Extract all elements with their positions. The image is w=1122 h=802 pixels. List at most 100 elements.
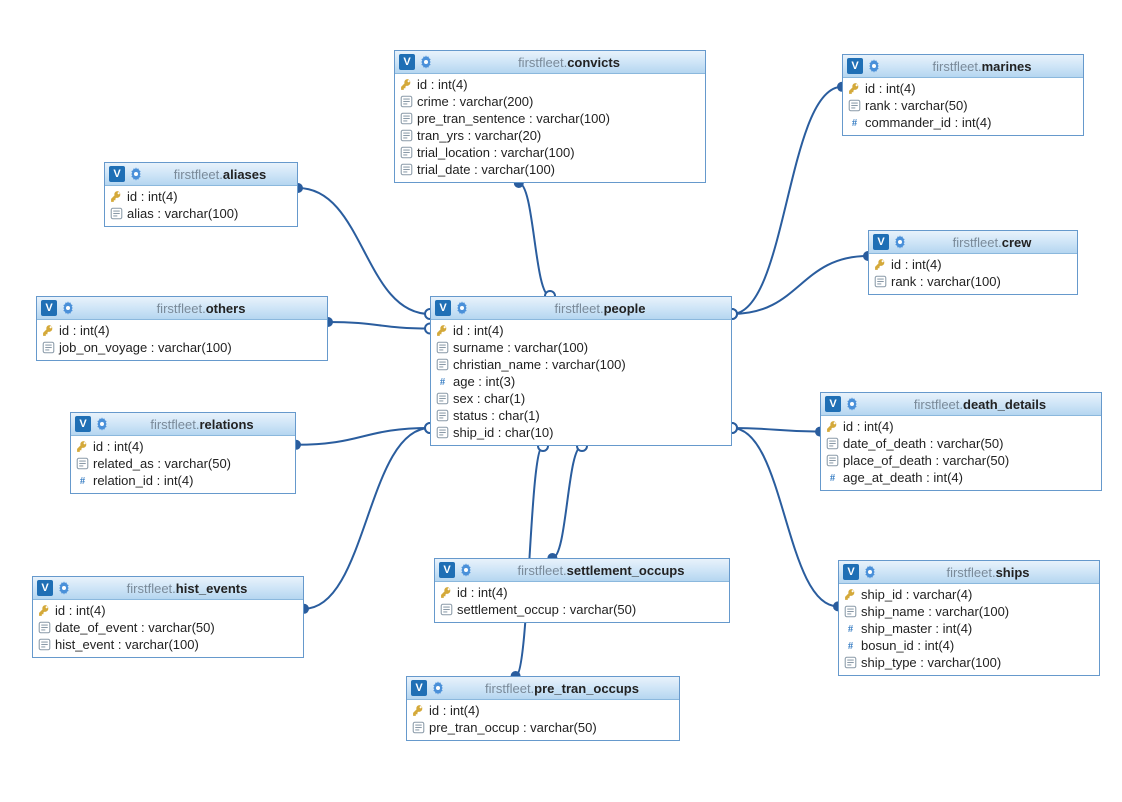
column-row[interactable]: id : int(4): [431, 322, 731, 339]
column-row[interactable]: surname : varchar(100): [431, 339, 731, 356]
column-row[interactable]: sex : char(1): [431, 390, 731, 407]
column-row[interactable]: status : char(1): [431, 407, 731, 424]
column-row[interactable]: trial_date : varchar(100): [395, 161, 705, 178]
entity-header[interactable]: V firstfleet.relations: [71, 413, 295, 436]
entity-settlement_occups[interactable]: V firstfleet.settlement_occups id : int(…: [434, 558, 730, 623]
column-row[interactable]: job_on_voyage : varchar(100): [37, 339, 327, 356]
column-row[interactable]: id : int(4): [435, 584, 729, 601]
entity-header[interactable]: V firstfleet.hist_events: [33, 577, 303, 600]
column-row[interactable]: rank : varchar(100): [869, 273, 1077, 290]
column-row[interactable]: # ship_master : int(4): [839, 620, 1099, 637]
entity-aliases[interactable]: V firstfleet.aliases id : int(4) alias :…: [104, 162, 298, 227]
column-row[interactable]: # commander_id : int(4): [843, 114, 1083, 131]
column-row[interactable]: id : int(4): [37, 322, 327, 339]
column-row[interactable]: id : int(4): [821, 418, 1101, 435]
entity-body: ship_id : varchar(4) ship_name : varchar…: [839, 584, 1099, 675]
column-row[interactable]: id : int(4): [71, 438, 295, 455]
column-row[interactable]: id : int(4): [407, 702, 679, 719]
entity-pre_tran_occups[interactable]: V firstfleet.pre_tran_occups id : int(4)…: [406, 676, 680, 741]
view-badge-icon: V: [109, 166, 125, 182]
column-row[interactable]: date_of_death : varchar(50): [821, 435, 1101, 452]
column-row[interactable]: # relation_id : int(4): [71, 472, 295, 489]
entity-header[interactable]: V firstfleet.crew: [869, 231, 1077, 254]
column-row[interactable]: id : int(4): [869, 256, 1077, 273]
entity-hist_events[interactable]: V firstfleet.hist_events id : int(4) dat…: [32, 576, 304, 658]
entity-body: id : int(4) rank : varchar(100): [869, 254, 1077, 294]
gear-icon[interactable]: [454, 300, 470, 316]
column-row[interactable]: related_as : varchar(50): [71, 455, 295, 472]
column-row[interactable]: id : int(4): [105, 188, 297, 205]
key-icon: [37, 604, 51, 618]
column-row[interactable]: tran_yrs : varchar(20): [395, 127, 705, 144]
column-row[interactable]: pre_tran_sentence : varchar(100): [395, 110, 705, 127]
column-row[interactable]: trial_location : varchar(100): [395, 144, 705, 161]
column-row[interactable]: ship_type : varchar(100): [839, 654, 1099, 671]
entity-header[interactable]: V firstfleet.people: [431, 297, 731, 320]
entity-marines[interactable]: V firstfleet.marines id : int(4) rank : …: [842, 54, 1084, 136]
gear-icon[interactable]: [458, 562, 474, 578]
column-row[interactable]: id : int(4): [843, 80, 1083, 97]
key-icon: [75, 440, 89, 454]
column-label: id : int(4): [891, 257, 942, 272]
column-row[interactable]: pre_tran_occup : varchar(50): [407, 719, 679, 736]
entity-convicts[interactable]: V firstfleet.convicts id : int(4) crime …: [394, 50, 706, 183]
entity-ships[interactable]: V firstfleet.ships ship_id : varchar(4) …: [838, 560, 1100, 676]
column-row[interactable]: id : int(4): [33, 602, 303, 619]
entity-others[interactable]: V firstfleet.others id : int(4) job_on_v…: [36, 296, 328, 361]
entity-header[interactable]: V firstfleet.marines: [843, 55, 1083, 78]
column-row[interactable]: # age : int(3): [431, 373, 731, 390]
column-label: id : int(4): [59, 323, 110, 338]
column-label: id : int(4): [93, 439, 144, 454]
gear-icon[interactable]: [418, 54, 434, 70]
entity-body: id : int(4) pre_tran_occup : varchar(50): [407, 700, 679, 740]
gear-icon[interactable]: [60, 300, 76, 316]
entity-body: id : int(4) settlement_occup : varchar(5…: [435, 582, 729, 622]
entity-body: id : int(4) alias : varchar(100): [105, 186, 297, 226]
column-row[interactable]: alias : varchar(100): [105, 205, 297, 222]
column-row[interactable]: ship_id : varchar(4): [839, 586, 1099, 603]
entity-death_details[interactable]: V firstfleet.death_details id : int(4) d…: [820, 392, 1102, 491]
gear-icon[interactable]: [866, 58, 882, 74]
column-row[interactable]: rank : varchar(50): [843, 97, 1083, 114]
entity-people[interactable]: V firstfleet.people id : int(4) surname …: [430, 296, 732, 446]
entity-body: id : int(4) date_of_event : varchar(50) …: [33, 600, 303, 657]
entity-body: id : int(4) related_as : varchar(50) # r…: [71, 436, 295, 493]
gear-icon[interactable]: [844, 396, 860, 412]
gear-icon[interactable]: [862, 564, 878, 580]
column-row[interactable]: christian_name : varchar(100): [431, 356, 731, 373]
gear-icon[interactable]: [94, 416, 110, 432]
key-icon: [109, 190, 123, 204]
column-label: age : int(3): [453, 374, 515, 389]
entity-header[interactable]: V firstfleet.death_details: [821, 393, 1101, 416]
entity-title: firstfleet.people: [473, 301, 727, 316]
column-row[interactable]: ship_name : varchar(100): [839, 603, 1099, 620]
column-row[interactable]: settlement_occup : varchar(50): [435, 601, 729, 618]
column-row[interactable]: ship_id : char(10): [431, 424, 731, 441]
gear-icon[interactable]: [430, 680, 446, 696]
gear-icon[interactable]: [128, 166, 144, 182]
entity-header[interactable]: V firstfleet.convicts: [395, 51, 705, 74]
entity-header[interactable]: V firstfleet.pre_tran_occups: [407, 677, 679, 700]
column-row[interactable]: id : int(4): [395, 76, 705, 93]
column-label: sex : char(1): [453, 391, 525, 406]
column-row[interactable]: crime : varchar(200): [395, 93, 705, 110]
text-icon: [37, 621, 51, 635]
entity-header[interactable]: V firstfleet.settlement_occups: [435, 559, 729, 582]
column-row[interactable]: date_of_event : varchar(50): [33, 619, 303, 636]
entity-relations[interactable]: V firstfleet.relations id : int(4) relat…: [70, 412, 296, 494]
column-row[interactable]: hist_event : varchar(100): [33, 636, 303, 653]
entity-header[interactable]: V firstfleet.aliases: [105, 163, 297, 186]
column-label: surname : varchar(100): [453, 340, 588, 355]
column-label: id : int(4): [55, 603, 106, 618]
entity-header[interactable]: V firstfleet.others: [37, 297, 327, 320]
entity-header[interactable]: V firstfleet.ships: [839, 561, 1099, 584]
column-row[interactable]: place_of_death : varchar(50): [821, 452, 1101, 469]
text-icon: [37, 638, 51, 652]
gear-icon[interactable]: [56, 580, 72, 596]
column-label: ship_type : varchar(100): [861, 655, 1001, 670]
gear-icon[interactable]: [892, 234, 908, 250]
entity-crew[interactable]: V firstfleet.crew id : int(4) rank : var…: [868, 230, 1078, 295]
column-row[interactable]: # age_at_death : int(4): [821, 469, 1101, 486]
column-label: id : int(4): [843, 419, 894, 434]
column-row[interactable]: # bosun_id : int(4): [839, 637, 1099, 654]
